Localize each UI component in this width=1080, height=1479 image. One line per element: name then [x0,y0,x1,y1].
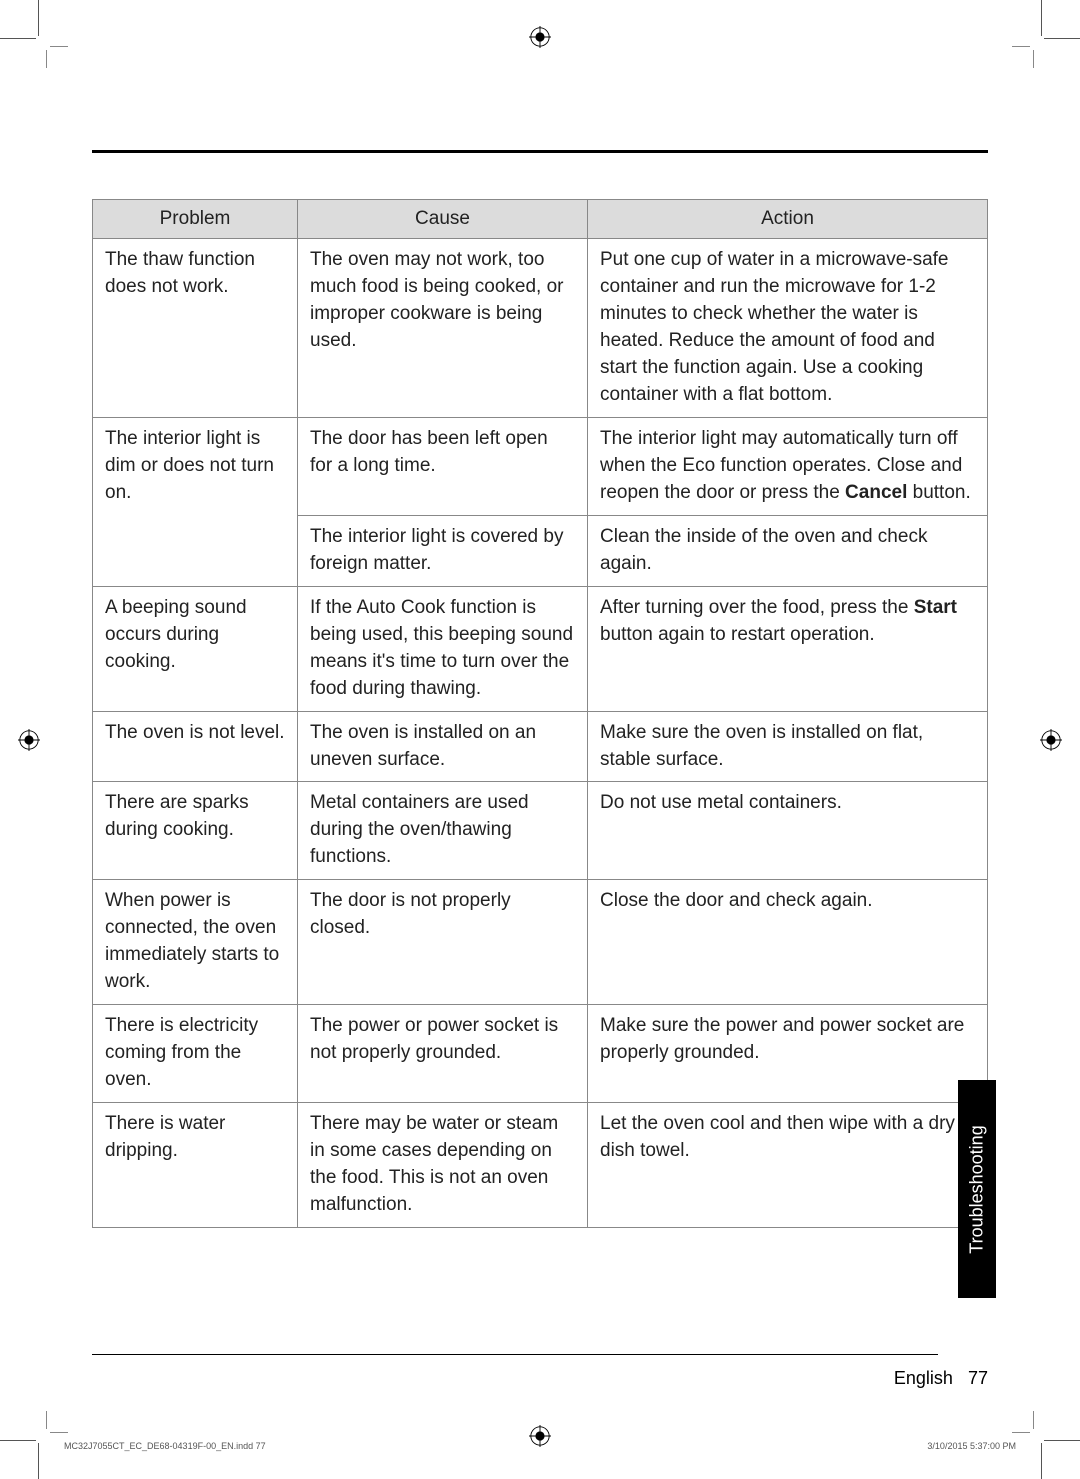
cell-action: Put one cup of water in a microwave-safe… [588,239,988,418]
slug-timestamp: 3/10/2015 5:37:00 PM [927,1441,1016,1451]
action-text: button again to restart operation. [600,624,875,645]
table-row: There is water dripping. There may be wa… [93,1103,988,1228]
crop-mark [1033,1411,1034,1429]
cell-cause: The oven may not work, too much food is … [298,239,588,418]
action-bold: Start [914,597,957,618]
col-header-problem: Problem [93,200,298,239]
crop-mark [0,38,36,39]
crop-mark [50,46,68,47]
crop-mark [1012,1432,1030,1433]
cell-cause: The power or power socket is not properl… [298,1005,588,1103]
col-header-cause: Cause [298,200,588,239]
crop-mark [0,1440,36,1441]
action-text: After turning over the food, press the [600,597,914,618]
table-row: There are sparks during cooking. Metal c… [93,782,988,880]
cell-problem: A beeping sound occurs during cooking. [93,586,298,711]
slug-filename: MC32J7055CT_EC_DE68-04319F-00_EN.indd 77 [64,1441,266,1451]
cell-action: Do not use metal containers. [588,782,988,880]
crop-mark [1041,0,1042,36]
action-text: button. [907,482,970,503]
table-row: The interior light is dim or does not tu… [93,417,988,515]
top-rule [92,150,988,153]
table-header-row: Problem Cause Action [93,200,988,239]
crop-mark [1041,1443,1042,1479]
bottom-rule [92,1354,938,1355]
page-content: Problem Cause Action The thaw function d… [92,150,988,1228]
crop-mark [1044,1440,1080,1441]
cell-action: Close the door and check again. [588,880,988,1005]
cell-problem: The interior light is dim or does not tu… [93,417,298,586]
page-footer: English 77 [894,1368,988,1389]
table-row: There is electricity coming from the ove… [93,1005,988,1103]
table-row: The thaw function does not work. The ove… [93,239,988,418]
cell-problem: When power is connected, the oven immedi… [93,880,298,1005]
cell-problem: There are sparks during cooking. [93,782,298,880]
table-row: A beeping sound occurs during cooking. I… [93,586,988,711]
cell-cause: The door has been left open for a long t… [298,417,588,515]
cell-action: Make sure the power and power socket are… [588,1005,988,1103]
crop-mark [50,1432,68,1433]
footer-page-number: 77 [968,1368,988,1388]
table-row: The oven is not level. The oven is insta… [93,711,988,782]
cell-problem: The oven is not level. [93,711,298,782]
register-mark-icon [1040,729,1062,751]
cell-action: Clean the inside of the oven and check a… [588,515,988,586]
register-mark-icon [529,1425,551,1447]
cell-problem: There is water dripping. [93,1103,298,1228]
section-tab-label: Troubleshooting [967,1125,988,1253]
section-tab: Troubleshooting [958,1080,996,1298]
cell-action: After turning over the food, press the S… [588,586,988,711]
crop-mark [1044,38,1080,39]
cell-cause: The interior light is covered by foreign… [298,515,588,586]
cell-action: Let the oven cool and then wipe with a d… [588,1103,988,1228]
cell-cause: If the Auto Cook function is being used,… [298,586,588,711]
cell-problem: The thaw function does not work. [93,239,298,418]
crop-mark [1033,50,1034,68]
crop-mark [1012,46,1030,47]
crop-mark [38,1443,39,1479]
table-row: When power is connected, the oven immedi… [93,880,988,1005]
register-mark-icon [529,26,551,48]
cell-problem: There is electricity coming from the ove… [93,1005,298,1103]
cell-cause: The door is not properly closed. [298,880,588,1005]
cell-cause: Metal containers are used during the ove… [298,782,588,880]
cell-cause: There may be water or steam in some case… [298,1103,588,1228]
footer-language: English [894,1368,953,1388]
crop-mark [46,50,47,68]
cell-action: The interior light may automatically tur… [588,417,988,515]
crop-mark [46,1411,47,1429]
register-mark-icon [18,729,40,751]
col-header-action: Action [588,200,988,239]
troubleshooting-table: Problem Cause Action The thaw function d… [92,199,988,1228]
crop-mark [38,0,39,36]
cell-action: Make sure the oven is installed on flat,… [588,711,988,782]
cell-cause: The oven is installed on an uneven surfa… [298,711,588,782]
action-bold: Cancel [845,482,907,503]
